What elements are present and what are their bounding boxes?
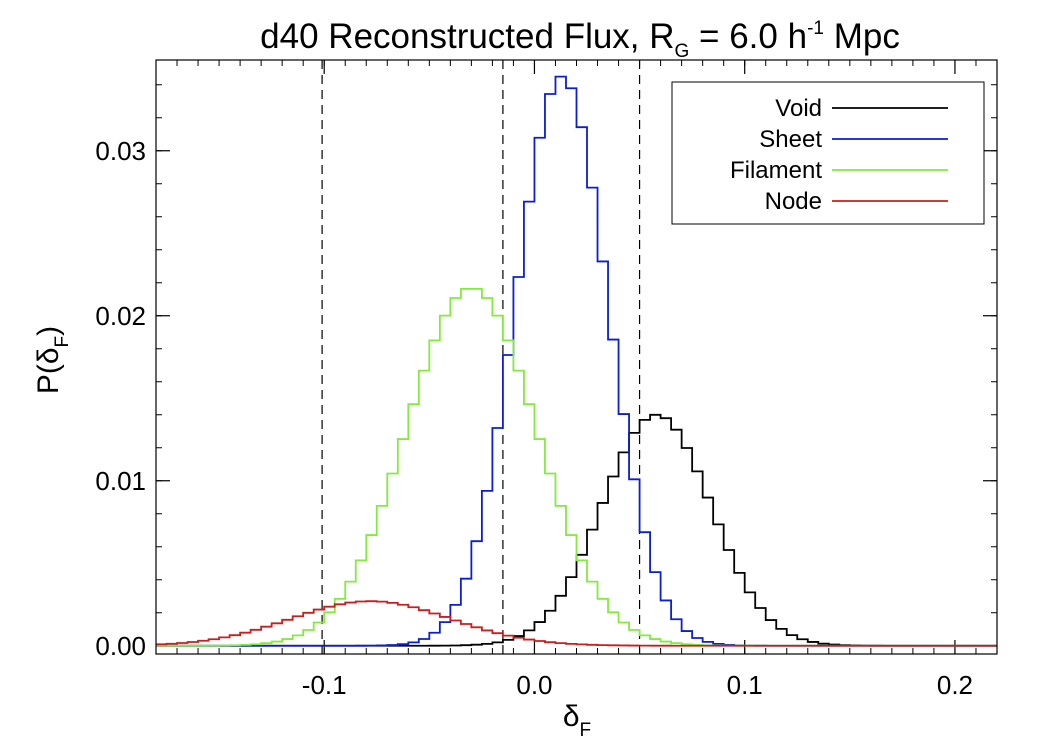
y-tick-label: 0.01 [95, 466, 146, 496]
legend-label-sheet: Sheet [759, 126, 822, 153]
legend-box [671, 81, 985, 225]
legend-label-filament: Filament [730, 157, 822, 184]
legend-label-void: Void [775, 95, 822, 122]
y-tick-label: 0.03 [95, 136, 146, 166]
tick-marks [155, 60, 998, 654]
x-tick-label: 0.1 [727, 670, 763, 700]
reference-lines [321, 60, 641, 654]
legend-label-node: Node [765, 188, 822, 215]
tick-labels: -0.1 0.0 0.1 0.2 0.00 0.01 0.02 0.03 [95, 136, 973, 700]
series-layer [156, 75, 997, 647]
x-axis-label: δF [563, 700, 591, 741]
x-tick-label: -0.1 [302, 670, 347, 700]
legend: Void Sheet Filament Node [671, 81, 985, 225]
plot-frame [155, 59, 998, 655]
y-tick-label: 0.02 [95, 301, 146, 331]
x-tick-label: 0.0 [516, 670, 552, 700]
x-tick-label: 0.2 [937, 670, 973, 700]
y-axis-label: P(δF) [32, 326, 73, 394]
y-tick-label: 0.00 [95, 631, 146, 661]
series-void-histogram [156, 413, 997, 647]
series-filament-histogram [156, 287, 997, 647]
series-node-histogram [156, 600, 997, 647]
chart-title: d40 Reconstructed Flux, RG = 6.0 h-1 Mpc [260, 17, 900, 62]
